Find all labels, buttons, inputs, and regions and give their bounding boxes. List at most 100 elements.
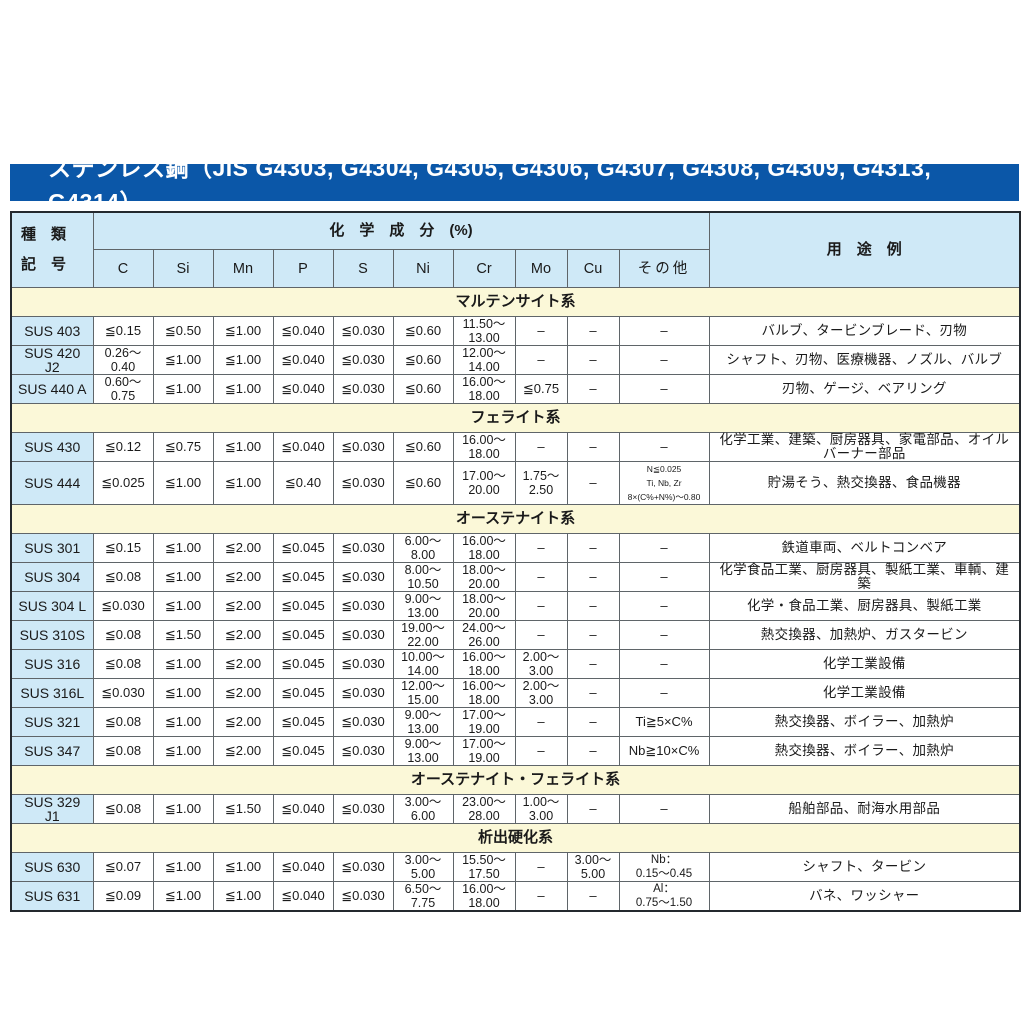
header-kind-label: 種 類: [21, 226, 67, 243]
value-cell-cu: –: [566, 736, 620, 766]
table-row: SUS 321 ≦0.08 ≦1.00 ≦2.00 ≦0.045 ≦0.030 9.00～ …: [10, 707, 1021, 737]
table-row: SUS 301 ≦0.15 ≦1.00 ≦2.00 ≦0.045 ≦0.030 6.00～ …: [10, 533, 1021, 563]
section-title: マルテンサイト系: [10, 287, 1021, 317]
value-cell-c: 0.60～ 0.75: [92, 374, 154, 404]
value-cell-p: ≦0.040: [272, 316, 334, 346]
header-col-p: P: [272, 249, 334, 288]
value-cell-s: ≦0.030: [332, 461, 394, 505]
value-cell-si: ≦1.00: [152, 562, 214, 592]
section-header-row: オーステナイト・フェライト系: [10, 765, 1021, 795]
header-col-cu: Cu: [566, 249, 620, 288]
value-cell-cu: –: [566, 562, 620, 592]
grade-code-cell: SUS 403: [10, 316, 94, 346]
value-cell-s: ≦0.030: [332, 736, 394, 766]
value-cell-ni: 3.00～ 6.00: [392, 794, 454, 824]
value-cell-mn: ≦2.00: [212, 649, 274, 679]
value-cell-mo: 2.00～ 3.00: [514, 649, 568, 679]
usage-cell: 化学食品工業、厨房器具、製紙工業、車輌、建築: [708, 562, 1021, 592]
table-row: SUS 316L ≦0.030 ≦1.00 ≦2.00 ≦0.045 ≦0.030 12.0…: [10, 678, 1021, 708]
value-cell-mn: ≦2.00: [212, 591, 274, 621]
value-cell-c: ≦0.08: [92, 620, 154, 650]
value-cell-c: ≦0.08: [92, 794, 154, 824]
value-cell-si: ≦1.00: [152, 533, 214, 563]
value-cell-c: ≦0.12: [92, 432, 154, 462]
value-cell-other: –: [618, 591, 710, 621]
value-cell-mo: 1.00～ 3.00: [514, 794, 568, 824]
value-cell-c: ≦0.08: [92, 562, 154, 592]
value-cell-c: ≦0.08: [92, 736, 154, 766]
value-cell-s: ≦0.030: [332, 374, 394, 404]
grade-code-cell: SUS 316L: [10, 678, 94, 708]
value-cell-ni: 9.00～ 13.00: [392, 591, 454, 621]
value-cell-s: ≦0.030: [332, 591, 394, 621]
value-cell-other: Al： 0.75～1.50: [618, 881, 710, 912]
stainless-steel-table: 種 類 記 号 化 学 成 分 (%) 用 途 例 C Si Mn P S Ni…: [10, 211, 1022, 912]
value-cell-mn: ≦1.50: [212, 794, 274, 824]
value-cell-si: ≦1.00: [152, 794, 214, 824]
value-cell-c: ≦0.09: [92, 881, 154, 912]
value-cell-p: ≦0.40: [272, 461, 334, 505]
value-cell-mn: ≦1.00: [212, 345, 274, 375]
section-title: 析出硬化系: [10, 823, 1021, 853]
value-cell-cu: –: [566, 678, 620, 708]
value-cell-si: ≦1.00: [152, 707, 214, 737]
value-cell-cu: –: [566, 707, 620, 737]
value-cell-cr: 15.50～ 17.50: [452, 852, 516, 882]
usage-cell: シャフト、タービン: [708, 852, 1021, 882]
value-cell-cu: –: [566, 461, 620, 505]
value-cell-c: ≦0.15: [92, 316, 154, 346]
value-cell-ni: 12.00～ 15.00: [392, 678, 454, 708]
value-cell-s: ≦0.030: [332, 678, 394, 708]
value-cell-mn: ≦2.00: [212, 533, 274, 563]
value-cell-other: –: [618, 374, 710, 404]
value-cell-mo: –: [514, 533, 568, 563]
header-col-c: C: [92, 249, 154, 288]
value-cell-other: –: [618, 345, 710, 375]
value-cell-c: ≦0.08: [92, 649, 154, 679]
value-cell-other: –: [618, 678, 710, 708]
usage-cell: 熱交換器、ボイラー、加熱炉: [708, 707, 1021, 737]
value-cell-mn: ≦1.00: [212, 881, 274, 912]
value-cell-p: ≦0.040: [272, 374, 334, 404]
header-row-top: 種 類 記 号 化 学 成 分 (%) 用 途 例: [10, 211, 1021, 288]
value-cell-other: Nb≧10×C%: [618, 736, 710, 766]
value-cell-c: 0.26～ 0.40: [92, 345, 154, 375]
value-cell-p: ≦0.045: [272, 591, 334, 621]
section-title: フェライト系: [10, 403, 1021, 433]
value-cell-mo: –: [514, 432, 568, 462]
value-cell-mn: ≦2.00: [212, 562, 274, 592]
value-cell-si: ≦1.00: [152, 736, 214, 766]
value-cell-c: ≦0.030: [92, 591, 154, 621]
usage-cell: 貯湯そう、熱交換器、食品機器: [708, 461, 1021, 505]
value-cell-mn: ≦1.00: [212, 461, 274, 505]
value-cell-cr: 17.00～ 19.00: [452, 736, 516, 766]
value-cell-si: ≦1.00: [152, 852, 214, 882]
usage-cell: 熱交換器、ボイラー、加熱炉: [708, 736, 1021, 766]
table-body: マルテンサイト系 SUS 403 ≦0.15 ≦0.50 ≦1.00 ≦0.040 ≦0.0…: [10, 287, 1021, 912]
value-cell-other: Ti≧5×C%: [618, 707, 710, 737]
table-row: SUS 430 ≦0.12 ≦0.75 ≦1.00 ≦0.040 ≦0.030 ≦0.60 1…: [10, 432, 1021, 462]
table-row: SUS 631 ≦0.09 ≦1.00 ≦1.00 ≦0.040 ≦0.030 6.50～ …: [10, 881, 1021, 912]
section-header-row: フェライト系: [10, 403, 1021, 433]
value-cell-mo: –: [514, 562, 568, 592]
value-cell-mn: ≦2.00: [212, 678, 274, 708]
value-cell-s: ≦0.030: [332, 533, 394, 563]
value-cell-ni: 19.00～ 22.00: [392, 620, 454, 650]
value-cell-cr: 17.00～ 19.00: [452, 707, 516, 737]
value-cell-ni: ≦0.60: [392, 374, 454, 404]
value-cell-other: Nb： 0.15～0.45: [618, 852, 710, 882]
grade-code-cell: SUS 440 A: [10, 374, 94, 404]
value-cell-ni: ≦0.60: [392, 461, 454, 505]
value-cell-si: ≦1.00: [152, 881, 214, 912]
value-cell-cr: 16.00～ 18.00: [452, 678, 516, 708]
value-cell-cr: 23.00～ 28.00: [452, 794, 516, 824]
value-cell-p: ≦0.040: [272, 881, 334, 912]
value-cell-cr: 11.50～ 13.00: [452, 316, 516, 346]
value-cell-s: ≦0.030: [332, 707, 394, 737]
grade-code-cell: SUS 631: [10, 881, 94, 912]
value-cell-p: ≦0.040: [272, 794, 334, 824]
grade-code-cell: SUS 630: [10, 852, 94, 882]
value-cell-cu: –: [566, 374, 620, 404]
value-cell-mn: ≦2.00: [212, 707, 274, 737]
section-header-row: 析出硬化系: [10, 823, 1021, 853]
